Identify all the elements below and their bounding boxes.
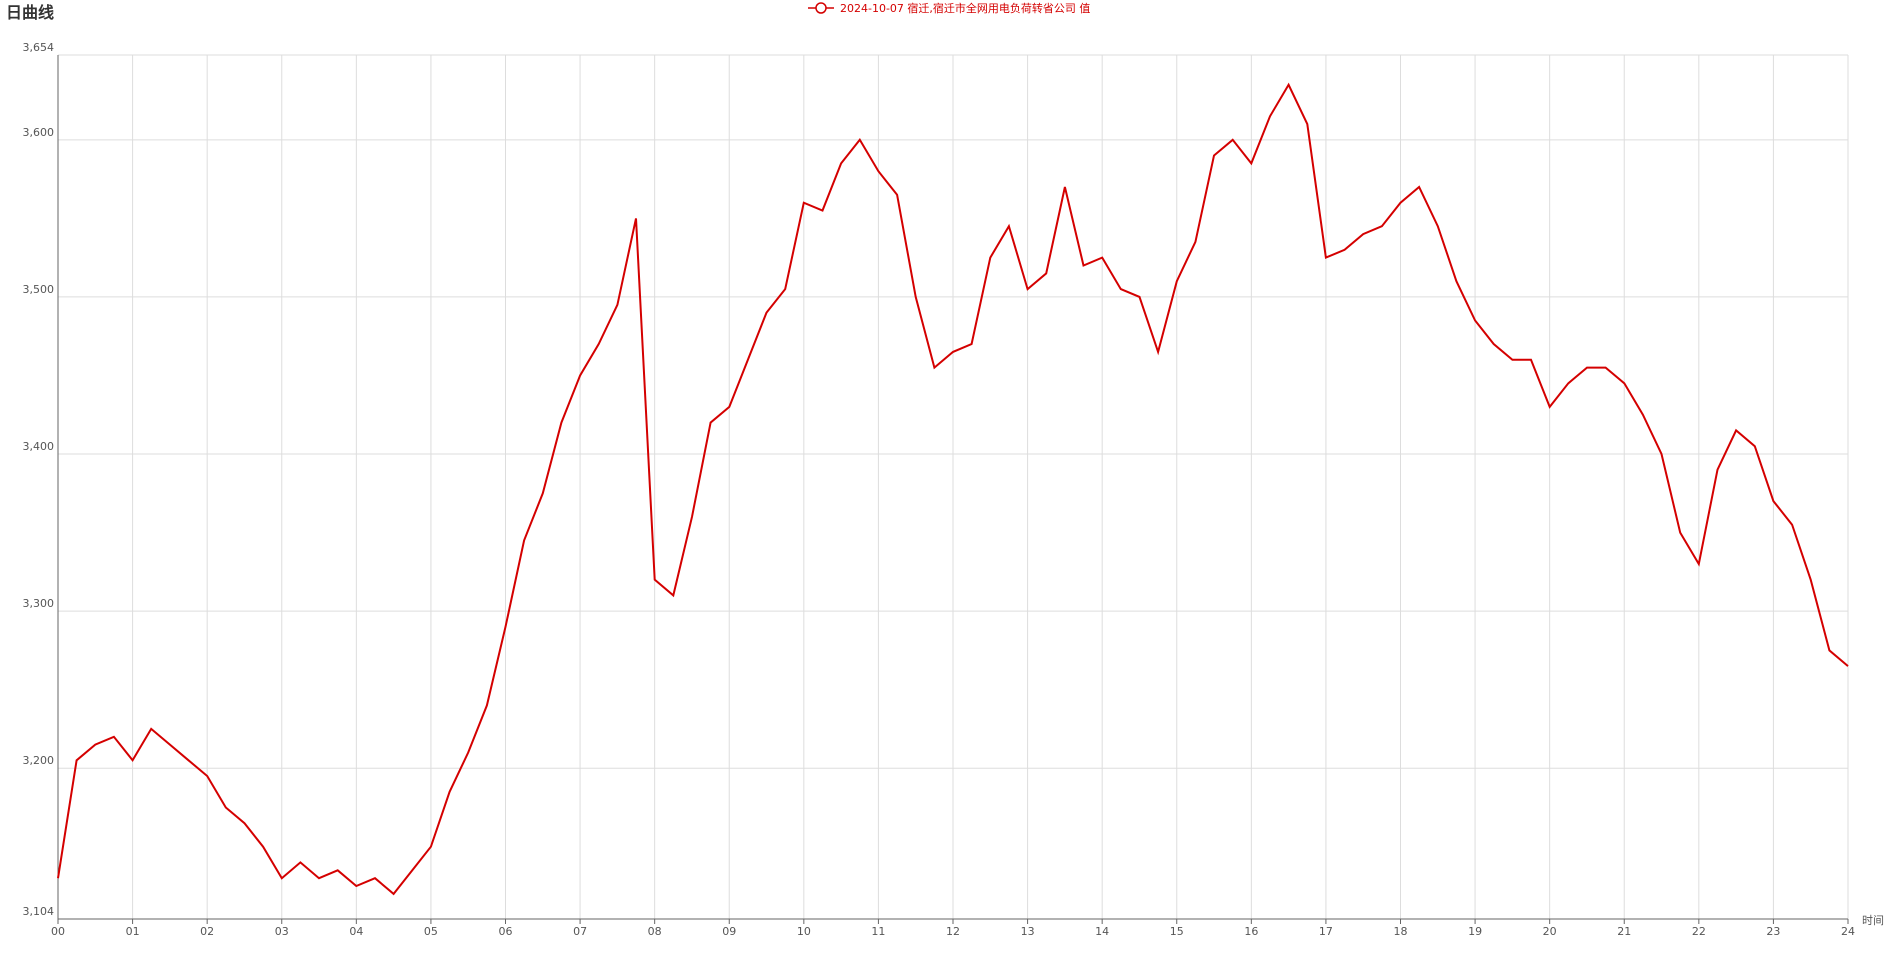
x-tick-label: 15 [1170, 925, 1184, 938]
y-tick-label: 3,300 [23, 597, 55, 610]
y-tick-label: 3,600 [23, 126, 55, 139]
x-axis-label: 时间 [1862, 914, 1884, 927]
x-tick-label: 09 [722, 925, 736, 938]
x-tick-label: 08 [648, 925, 662, 938]
x-tick-label: 06 [499, 925, 513, 938]
x-tick-label: 19 [1468, 925, 1482, 938]
data-line [57, 82, 1849, 896]
x-tick-label: 14 [1095, 925, 1109, 938]
x-tick-label: 17 [1319, 925, 1333, 938]
y-tick-label: 3,200 [23, 754, 55, 767]
x-tick-label: 23 [1766, 925, 1780, 938]
x-tick-label: 02 [200, 925, 214, 938]
x-tick-label: 13 [1021, 925, 1035, 938]
x-tick-label: 16 [1244, 925, 1258, 938]
x-tick-label: 03 [275, 925, 289, 938]
y-tick-label: 3,500 [23, 283, 55, 296]
x-tick-label: 20 [1543, 925, 1557, 938]
chart-title: 日曲线 [6, 3, 54, 22]
x-tick-label: 00 [51, 925, 65, 938]
y-tick-label: 3,400 [23, 440, 55, 453]
x-tick-label: 21 [1617, 925, 1631, 938]
x-tick-label: 12 [946, 925, 960, 938]
legend-marker [815, 2, 827, 14]
x-tick-label: 01 [126, 925, 140, 938]
x-tick-label: 22 [1692, 925, 1706, 938]
legend-label: 2024-10-07 宿迁,宿迁市全网用电负荷转省公司 值 [840, 1, 1090, 15]
y-tick-label: 3,654 [23, 41, 55, 54]
x-tick-label: 11 [871, 925, 885, 938]
x-tick-label: 07 [573, 925, 587, 938]
x-tick-label: 24 [1841, 925, 1855, 938]
y-tick-label: 3,104 [23, 905, 55, 918]
x-tick-label: 04 [349, 925, 363, 938]
x-tick-label: 10 [797, 925, 811, 938]
x-tick-label: 18 [1394, 925, 1408, 938]
x-tick-label: 05 [424, 925, 438, 938]
